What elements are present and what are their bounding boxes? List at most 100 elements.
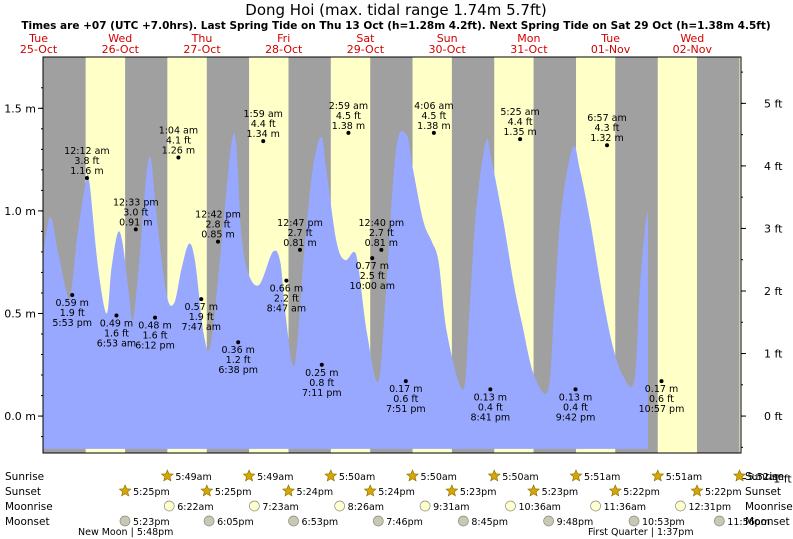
tide-extreme-label: 0.4 ft bbox=[478, 402, 503, 413]
tide-extreme-point bbox=[605, 143, 610, 148]
sunset-icon bbox=[445, 484, 459, 497]
tide-extreme-point bbox=[216, 239, 221, 244]
tide-extreme-label: 0.8 ft bbox=[309, 378, 334, 389]
sunrise-icon bbox=[324, 469, 338, 482]
sunset-icon bbox=[200, 484, 214, 497]
day-date-label: 30-Oct bbox=[429, 43, 467, 56]
tide-extreme-label: 0.59 m bbox=[55, 298, 88, 309]
sunrise-time: 5:51am bbox=[584, 472, 620, 483]
plot-frame bbox=[42, 56, 742, 454]
moonrise-time: 10:36am bbox=[518, 502, 560, 513]
day-date-label: 01-Nov bbox=[591, 43, 631, 56]
event-row-label-right: Moonrise bbox=[745, 501, 793, 513]
day-date-label: 28-Oct bbox=[265, 43, 303, 56]
sunrise-time: 5:49am bbox=[257, 472, 293, 483]
tide-extreme-label: 6:38 pm bbox=[218, 365, 258, 376]
sunset-icon bbox=[118, 484, 132, 497]
chart-title: Dong Hoi (max. tidal range 1.74m 5.7ft) bbox=[245, 1, 546, 19]
moonset-icon bbox=[288, 515, 299, 527]
y-right-tick-label: −1 ft bbox=[764, 473, 792, 486]
astronomy-events-layer: Sunrise Sunrise Sunset Sunset Moonrise Moonri… bbox=[5, 469, 793, 538]
day-date-label: 25-Oct bbox=[20, 43, 58, 56]
day-dow-label: Sat bbox=[356, 32, 375, 45]
moonset-icon bbox=[713, 515, 725, 527]
tide-extreme-label: 0.48 m bbox=[138, 321, 171, 332]
tide-extreme-label: 1.38 m bbox=[332, 121, 365, 132]
tide-extreme-label: 7:47 am bbox=[182, 322, 221, 333]
event-row-label-right: Moonset bbox=[745, 516, 790, 528]
tide-extreme-label: 4.5 ft bbox=[336, 111, 361, 122]
moonrise-icon bbox=[675, 500, 686, 512]
tide-extreme-label: 6:57 am bbox=[587, 113, 626, 124]
moonrise-time: 12:31pm bbox=[688, 502, 731, 513]
night-band bbox=[696, 57, 740, 453]
day-date-label: 31-Oct bbox=[510, 43, 548, 56]
sunrise-time: 5:51am bbox=[666, 472, 702, 483]
tide-extreme-label: 0.17 m bbox=[645, 384, 678, 395]
moonrise-time: 6:22am bbox=[177, 502, 213, 513]
tide-extreme-label: 2:59 am bbox=[329, 101, 368, 112]
tide-extreme-label: 7:51 pm bbox=[386, 404, 426, 415]
tide-extreme-label: 0.25 m bbox=[305, 368, 338, 379]
sunset-time: 5:22pm bbox=[705, 487, 742, 498]
day-dow-label: Thu bbox=[191, 32, 213, 45]
tide-extreme-label: 4.4 ft bbox=[251, 119, 276, 130]
tide-extreme-point bbox=[261, 139, 266, 144]
moon-phase-first-quarter: First Quarter | 1:37pm bbox=[588, 527, 694, 538]
sunrise-icon bbox=[569, 469, 583, 482]
moonset-time: 5:23pm bbox=[133, 517, 170, 528]
tide-extreme-point bbox=[70, 293, 75, 298]
tide-extreme-point bbox=[176, 155, 181, 160]
tide-extreme-label: 0.57 m bbox=[185, 302, 218, 313]
tide-extreme-point bbox=[370, 256, 375, 261]
sunset-time: 5:24pm bbox=[378, 487, 415, 498]
moonset-time: 7:46pm bbox=[386, 517, 423, 528]
sunrise-time: 5:50am bbox=[421, 472, 457, 483]
tide-extreme-point bbox=[659, 379, 664, 384]
sunrise-time: 5:50am bbox=[339, 472, 375, 483]
moonset-icon bbox=[543, 515, 554, 527]
y-right-tick-label: 5 ft bbox=[764, 97, 783, 110]
moonset-time: 6:05pm bbox=[217, 517, 254, 528]
day-dow-label: Wed bbox=[680, 32, 704, 45]
moonrise-icon bbox=[334, 500, 346, 512]
tide-extreme-point bbox=[84, 176, 89, 181]
moonset-time: 10:53pm bbox=[642, 517, 685, 528]
moonset-icon bbox=[628, 515, 640, 527]
day-dow-label: Mon bbox=[517, 32, 540, 45]
tide-extreme-label: 6:12 pm bbox=[135, 341, 175, 352]
sunset-time: 5:22pm bbox=[623, 487, 660, 498]
tide-extreme-label: 0.66 m bbox=[270, 284, 303, 295]
sunset-icon bbox=[282, 484, 295, 497]
sunset-icon bbox=[608, 484, 622, 497]
tide-extreme-label: 0.77 m bbox=[356, 261, 389, 272]
moonrise-time: 7:23am bbox=[262, 502, 298, 513]
y-right-tick-label: 2 ft bbox=[764, 285, 783, 298]
moonset-time: 8:45pm bbox=[471, 517, 508, 528]
tide-extreme-label: 1.6 ft bbox=[143, 331, 168, 342]
tide-extreme-label: 4.5 ft bbox=[421, 111, 446, 122]
tide-extreme-label: 12:40 pm bbox=[358, 218, 404, 229]
tide-extreme-point bbox=[379, 247, 384, 252]
tide-extreme-label: 1.6 ft bbox=[104, 329, 129, 340]
tide-extreme-label: 2.7 ft bbox=[287, 228, 312, 239]
sunrise-time: 5:50am bbox=[502, 472, 538, 483]
sunrise-icon bbox=[242, 469, 256, 482]
sunrise-icon bbox=[406, 469, 419, 482]
tide-extreme-label: 0.6 ft bbox=[649, 394, 674, 405]
tide-extreme-point bbox=[298, 247, 303, 252]
tide-extreme-label: 3.8 ft bbox=[74, 156, 99, 167]
tide-extreme-label: 2.8 ft bbox=[205, 220, 230, 231]
moonrise-time: 9:31am bbox=[433, 502, 469, 513]
y-right-tick-label: 0 ft bbox=[764, 410, 783, 423]
tide-extreme-label: 4.1 ft bbox=[166, 136, 191, 147]
moonrise-icon bbox=[163, 500, 175, 512]
event-row-label-right: Sunset bbox=[745, 486, 781, 498]
tide-extreme-label: 0.85 m bbox=[201, 230, 234, 241]
tide-extreme-label: 8:47 am bbox=[267, 304, 306, 315]
tide-extreme-label: 1.16 m bbox=[70, 166, 103, 177]
moonrise-time: 11:36am bbox=[604, 502, 646, 513]
day-dow-label: Fri bbox=[277, 32, 290, 45]
event-row-label-left: Moonset bbox=[5, 516, 50, 528]
